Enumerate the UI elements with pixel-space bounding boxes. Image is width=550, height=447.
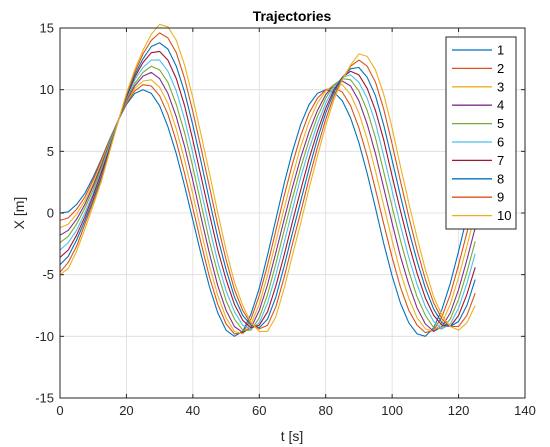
legend-label-4: 4	[497, 98, 504, 113]
series-line-5	[59, 65, 476, 331]
x-tick-label: 20	[119, 403, 133, 418]
series-line-10	[59, 23, 476, 332]
legend-label-5: 5	[497, 116, 504, 131]
x-tick-label: 40	[186, 403, 200, 418]
y-tick-label: 15	[40, 21, 54, 36]
x-tick-label: 60	[252, 403, 266, 418]
y-tick-label: -5	[42, 267, 54, 282]
x-tick-label: 0	[56, 403, 63, 418]
x-tick-label: 140	[514, 403, 536, 418]
chart-title: Trajectories	[253, 8, 332, 24]
series-line-2	[59, 84, 476, 335]
legend-label-1: 1	[497, 43, 504, 58]
series-line-8	[59, 42, 476, 329]
y-axis-label: X [m]	[11, 197, 27, 230]
series-line-6	[59, 59, 476, 330]
legend-box	[445, 36, 517, 230]
legend-label-7: 7	[497, 153, 504, 168]
y-tick-label: -15	[35, 391, 54, 406]
legend-label-3: 3	[497, 79, 504, 94]
y-tick-label: 5	[47, 144, 54, 159]
legend-label-2: 2	[497, 61, 504, 76]
y-tick-label: -10	[35, 329, 54, 344]
legend: 1 2 3 4 5 6 7 8 9 10	[445, 36, 517, 230]
legend-label-8: 8	[497, 171, 504, 186]
x-tick-label: 120	[448, 403, 470, 418]
x-tick-label: 80	[318, 403, 332, 418]
x-axis-label: t [s]	[281, 428, 304, 444]
y-tick-label: 0	[47, 206, 54, 221]
series-line-3	[59, 79, 476, 335]
legend-label-9: 9	[497, 190, 504, 205]
legend-label-10: 10	[497, 208, 511, 223]
series-line-1	[59, 89, 476, 337]
series-line-7	[59, 50, 476, 329]
x-tick-label: 100	[381, 403, 403, 418]
y-tick-label: 10	[40, 82, 54, 97]
series-layer	[59, 23, 476, 337]
legend-label-6: 6	[497, 135, 504, 150]
series-line-4	[59, 71, 476, 334]
